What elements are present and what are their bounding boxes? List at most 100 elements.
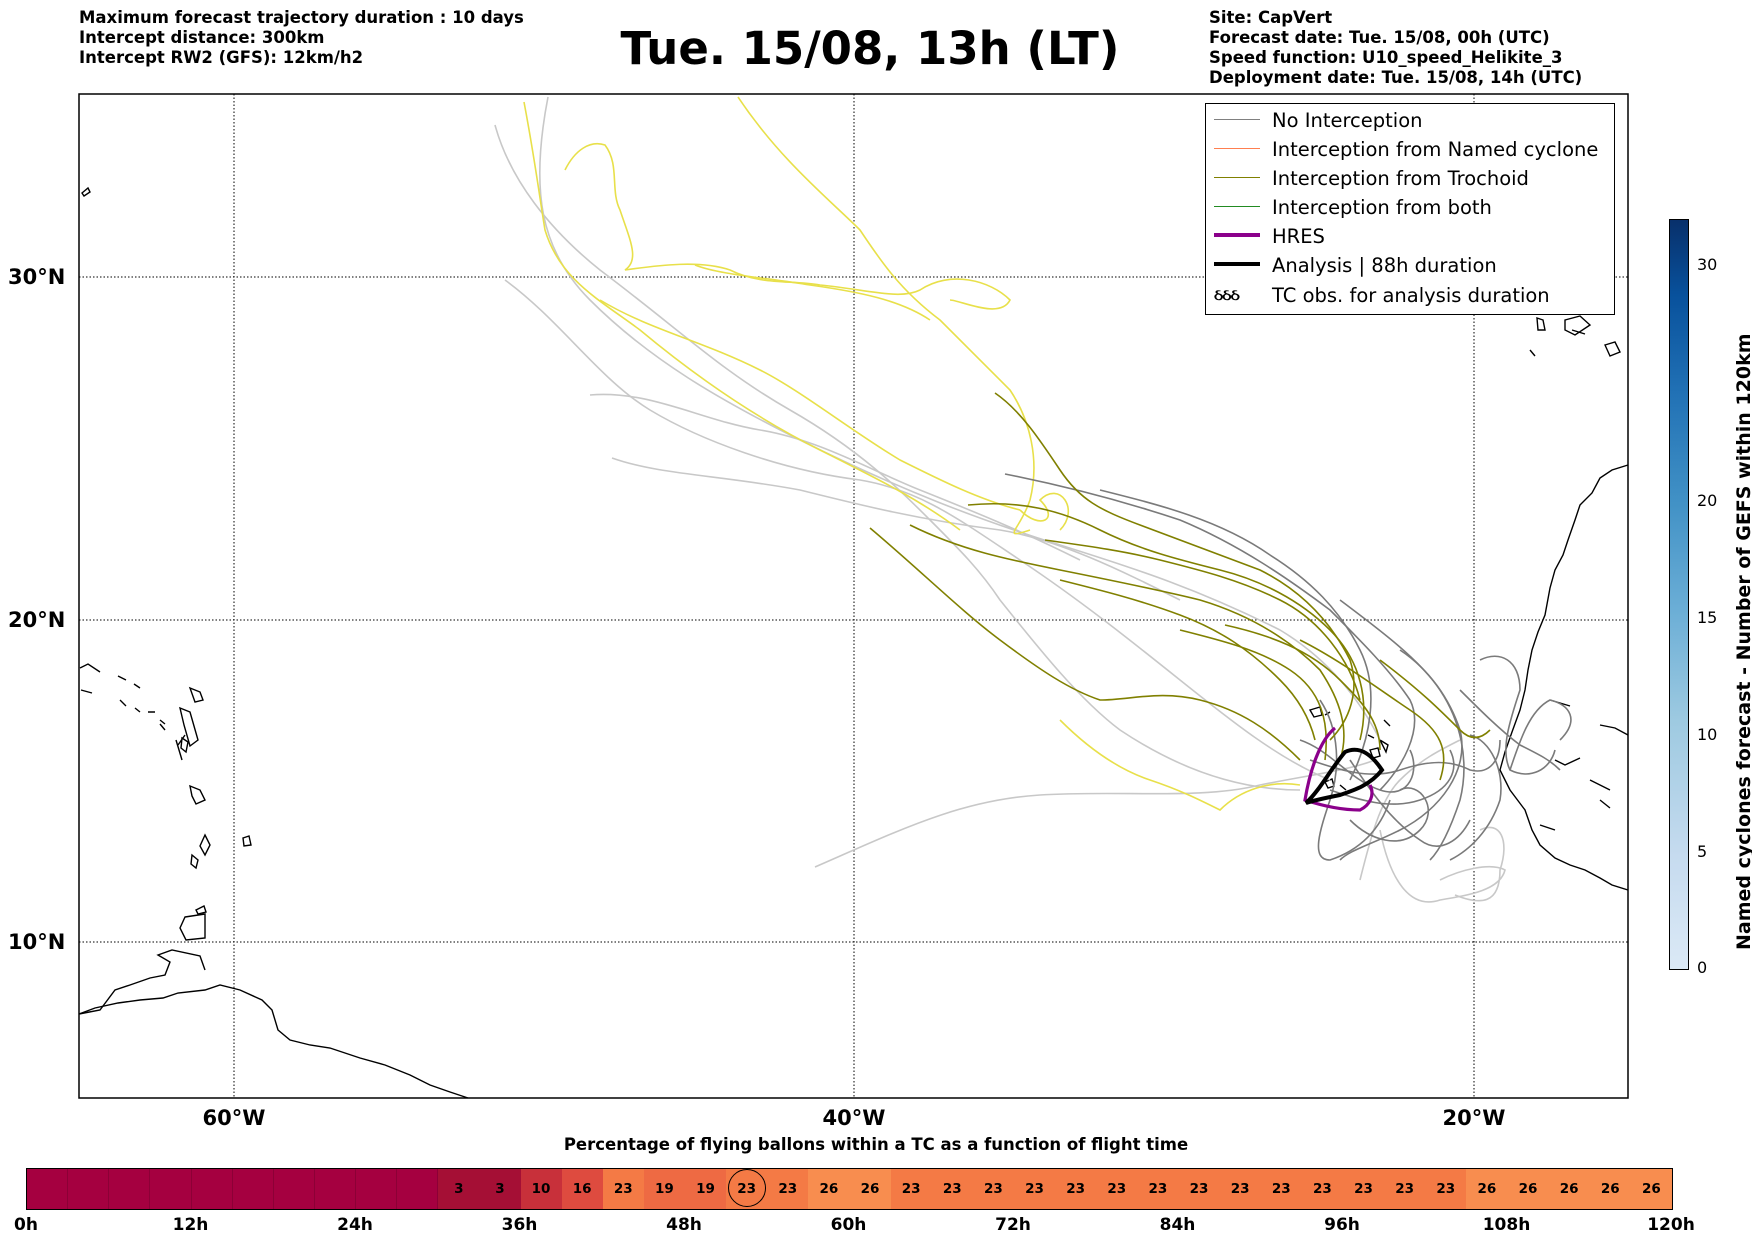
timebar-cell: 23	[602, 1169, 644, 1209]
timebar-cell: 23	[1343, 1169, 1385, 1209]
forecast-date-text: Forecast date: Tue. 15/08, 00h (UTC)	[1209, 28, 1550, 47]
timebar-current-marker	[727, 1169, 766, 1207]
timebar-cell: 3	[479, 1169, 521, 1209]
timebar: 3 3 10 16 23 19 19 23 23 26 26 23 23 23 23 23 23 23 23 23 23…	[26, 1168, 1673, 1210]
lon-label-60w: 60°W	[202, 1106, 266, 1130]
trajectory	[564, 143, 1011, 310]
timebar-empty-cell	[314, 1169, 356, 1209]
legend-label: No Interception	[1272, 109, 1423, 132]
legend-item-analysis: Analysis | 88h duration	[1206, 251, 1614, 280]
tobago-island	[195, 905, 207, 915]
timebar-title: Percentage of flying ballons within a TC…	[563, 1135, 1189, 1154]
legend-swatch	[1214, 177, 1260, 178]
timebar-cell: 16	[561, 1169, 603, 1209]
trajectory	[967, 502, 1365, 741]
site-text: Site: CapVert	[1209, 8, 1333, 27]
trajectory	[1044, 539, 1361, 701]
timebar-tick-label: 36h	[501, 1215, 538, 1235]
trajectory	[1339, 649, 1463, 861]
speed-function-text: Speed function: U10_speed_Helikite_3	[1209, 48, 1563, 67]
legend-label: HRES	[1272, 225, 1325, 248]
timebar-cell: 23	[767, 1169, 809, 1209]
hres-trajectory	[1303, 726, 1374, 812]
main-title: Tue. 15/08, 13h (LT)	[620, 22, 1120, 75]
lon-label-40w: 40°W	[822, 1106, 886, 1130]
timebar-cell: 23	[1137, 1169, 1179, 1209]
map-legend: No Interception Interception from Named …	[1205, 103, 1615, 315]
south-america-coast	[78, 984, 469, 1099]
colorbar-tick-0: 0	[1697, 958, 1708, 977]
timebar-empty-cell	[356, 1169, 398, 1209]
colorbar-label: Named cyclones forecast - Number of GEFS…	[1733, 333, 1752, 950]
legend-swatch	[1214, 262, 1260, 266]
trajectory	[1099, 489, 1372, 781]
colorbar	[1669, 219, 1689, 970]
header-right: Site: CapVert Forecast date: Tue. 15/08,…	[1209, 8, 1582, 88]
timebar-cell: 26	[808, 1169, 850, 1209]
timebar-tick-label: 0h	[14, 1215, 38, 1235]
timebar-cell: 23	[1260, 1169, 1302, 1209]
trajectory	[1359, 739, 1461, 881]
trajectory	[504, 279, 1331, 781]
trajectory	[1179, 629, 1328, 761]
timebar-cell: 23	[1014, 1169, 1056, 1209]
timebar-tick-label: 84h	[1159, 1215, 1196, 1235]
trajectory	[589, 393, 1081, 561]
timebar-cell: 26	[1507, 1169, 1549, 1209]
lat-label-10n: 10°N	[8, 930, 66, 954]
trajectory	[1299, 639, 1445, 781]
tc-symbol-icon: ઠઠઠ	[1214, 285, 1240, 304]
timebar-cell: 19	[685, 1169, 727, 1209]
legend-label: Analysis | 88h duration	[1272, 254, 1497, 277]
legend-label: TC obs. for analysis duration	[1272, 284, 1550, 307]
analysis-trajectory	[1304, 747, 1385, 805]
trajectory	[1379, 829, 1506, 903]
timebar-cell: 23	[1219, 1169, 1261, 1209]
colorbar-tick-20: 20	[1697, 491, 1718, 510]
timebar-cell: 3	[438, 1169, 480, 1209]
legend-item-trochoid: Interception from Trochoid	[1206, 164, 1614, 193]
timebar-cell: 23	[1055, 1169, 1097, 1209]
trajectory	[1004, 473, 1416, 791]
barbados-island	[242, 835, 252, 847]
timebar-empty-cell	[232, 1169, 274, 1209]
africa-coast	[1499, 464, 1629, 891]
trajectory	[694, 264, 931, 321]
trajectories-trochoid-light	[523, 96, 1301, 811]
timebar-cell: 23	[1301, 1169, 1343, 1209]
legend-item-both: Interception from both	[1206, 193, 1614, 222]
gridlines	[79, 94, 1628, 1098]
legend-label: Interception from both	[1272, 196, 1492, 219]
timebar-tick-label: 72h	[995, 1215, 1031, 1235]
trajectory	[523, 101, 961, 531]
legend-swatch	[1214, 206, 1260, 207]
trajectory	[869, 527, 1301, 761]
timebar-cell: 23	[972, 1169, 1014, 1209]
colorbar-tick-10: 10	[1697, 725, 1718, 744]
legend-item-tc-obs: ઠઠઠ TC obs. for analysis duration	[1206, 281, 1614, 310]
timebar-empty-cell	[150, 1169, 192, 1209]
timebar-empty-cell	[273, 1169, 315, 1209]
trajectory	[737, 96, 1035, 535]
max-duration-text: Maximum forecast trajectory duration : 1…	[79, 8, 524, 27]
trajectory	[1224, 624, 1381, 751]
timebar-empty-cell	[68, 1169, 110, 1209]
intercept-distance-text: Intercept distance: 300km	[79, 28, 325, 47]
timebar-empty-cell	[109, 1169, 151, 1209]
timebar-empty-cell	[397, 1169, 439, 1209]
timebar-cell: 23	[931, 1169, 973, 1209]
timebar-tick-label: 108h	[1482, 1215, 1531, 1235]
trajectory	[1509, 699, 1572, 771]
timebar-cell: 19	[643, 1169, 685, 1209]
timebar-tick-label: 60h	[830, 1215, 867, 1235]
trajectory	[1059, 579, 1316, 741]
trinidad-island	[179, 913, 206, 941]
legend-label: Interception from Named cyclone	[1272, 138, 1599, 161]
timebar-cell: 26	[1466, 1169, 1508, 1209]
timebar-cell: 10	[520, 1169, 562, 1209]
trajectory	[1309, 739, 1501, 775]
timebar-empty-cell	[27, 1169, 69, 1209]
trajectory	[1479, 655, 1556, 775]
trajectory	[1459, 689, 1561, 771]
lat-label-20n: 20°N	[8, 608, 66, 632]
